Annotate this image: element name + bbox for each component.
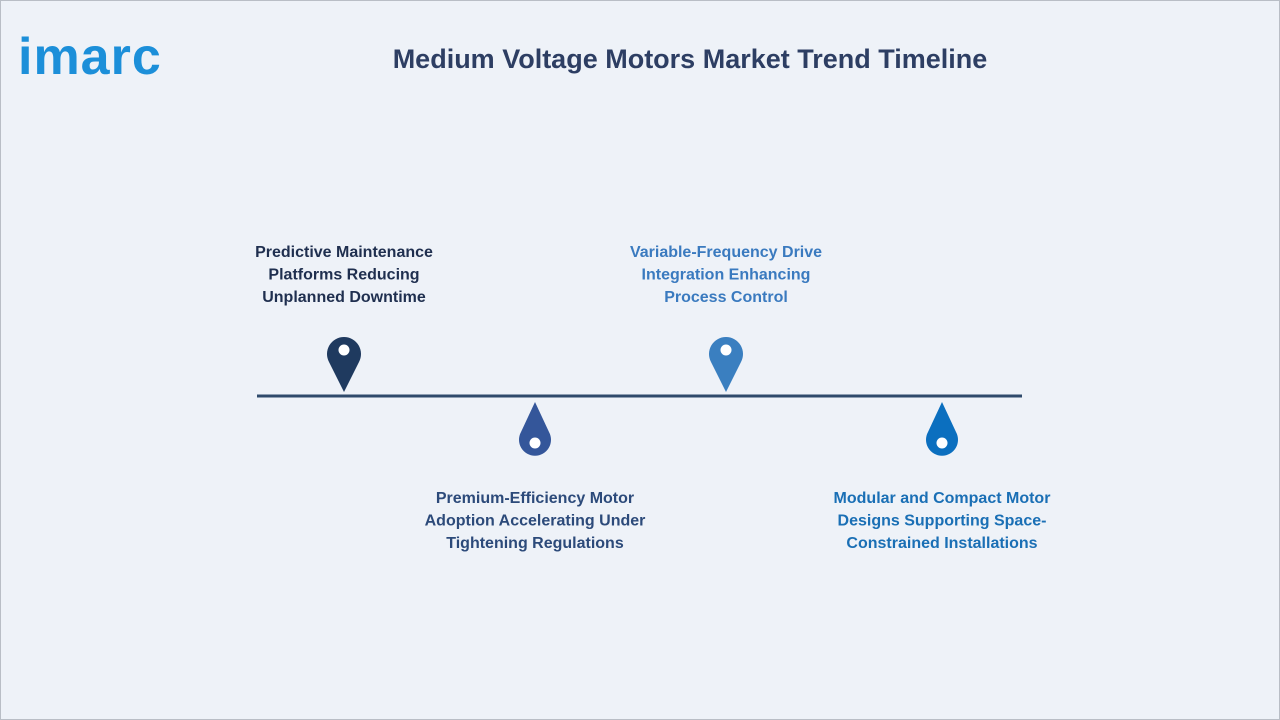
title: Medium Voltage Motors Market Trend Timel… bbox=[393, 44, 988, 74]
event-label: Modular and Compact Motor bbox=[834, 490, 1051, 507]
drop-dot bbox=[529, 437, 541, 449]
event-label: Tightening Regulations bbox=[446, 535, 624, 552]
pin-marker bbox=[709, 336, 743, 392]
logo: imarc bbox=[18, 28, 162, 86]
events: Predictive Maintenance Platforms Reducing… bbox=[255, 244, 1050, 552]
pin-dot bbox=[338, 344, 350, 356]
event-label: Process Control bbox=[664, 289, 788, 306]
event-label: Adoption Accelerating Under bbox=[425, 513, 646, 530]
event-label: Designs Supporting Space- bbox=[838, 513, 1047, 530]
event-label: Premium-Efficiency Motor bbox=[436, 490, 634, 507]
event-label: Predictive Maintenance bbox=[255, 244, 433, 261]
event-label: Integration Enhancing bbox=[642, 267, 811, 284]
event-label: Variable-Frequency Drive bbox=[630, 244, 822, 261]
drop-dot bbox=[936, 437, 948, 449]
event-label: Unplanned Downtime bbox=[262, 289, 426, 306]
drop-marker bbox=[519, 402, 551, 456]
event-label: Platforms Reducing bbox=[268, 267, 419, 284]
drop-marker bbox=[926, 402, 958, 456]
event-label: Constrained Installations bbox=[846, 535, 1037, 552]
pin-marker bbox=[327, 336, 362, 392]
pin-dot bbox=[720, 344, 732, 356]
